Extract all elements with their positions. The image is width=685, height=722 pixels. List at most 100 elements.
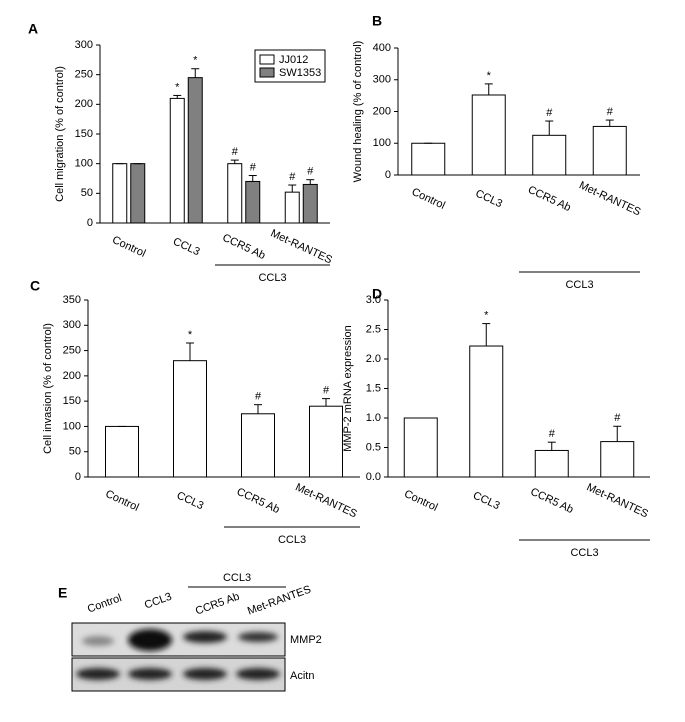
group-label: CCL3: [565, 279, 593, 291]
panel-letter: A: [28, 21, 38, 37]
bar: [471, 94, 506, 176]
y-tick-label: 0.0: [366, 471, 381, 483]
significance-mark: #: [607, 106, 614, 118]
panel-letter: D: [372, 286, 382, 302]
blot-bands: [76, 629, 280, 680]
x-tick-label: CCL3: [471, 490, 502, 513]
y-tick-label: 300: [75, 39, 93, 51]
y-axis-label: Wound healing (% of control): [352, 41, 364, 183]
x-tick-label: CCR5 Ab: [220, 232, 267, 262]
bar: [469, 345, 504, 478]
bar: [600, 441, 635, 478]
significance-mark: #: [307, 166, 314, 178]
group-label: CCL3: [258, 272, 286, 284]
bar: [592, 125, 627, 176]
legend-swatch: [259, 54, 275, 65]
x-tick-label: Met-RANTES: [293, 481, 358, 520]
y-axis-label: MMP-2 mRNA expression: [342, 325, 354, 452]
y-tick-label: 400: [373, 42, 391, 54]
y-tick-label: 2.5: [366, 323, 381, 335]
y-tick-label: 3.0: [366, 294, 381, 306]
bar: [227, 163, 243, 224]
y-tick-label: 200: [63, 370, 81, 382]
x-tick-label: Control: [410, 186, 447, 212]
x-tick-label: Control: [110, 234, 147, 260]
x-tick-label: Met-RANTES: [269, 227, 334, 266]
y-tick-label: 0: [75, 471, 81, 483]
group-label: CCL3: [278, 534, 306, 546]
significance-mark: #: [546, 107, 553, 119]
bar: [245, 180, 261, 224]
y-tick-label: 100: [63, 420, 81, 432]
bar: [173, 360, 207, 478]
y-tick-label: 150: [63, 395, 81, 407]
x-tick-label: Control: [103, 488, 140, 514]
significance-mark: #: [250, 161, 257, 173]
lane-label: CCR5 Ab: [194, 591, 241, 618]
bar: [532, 134, 567, 176]
x-tick-label: CCR5 Ab: [528, 486, 575, 516]
significance-mark: #: [289, 171, 296, 183]
group-label: CCL3: [570, 547, 598, 559]
significance-mark: *: [484, 310, 489, 322]
x-tick-label: CCR5 Ab: [526, 184, 573, 214]
bar: [169, 97, 185, 224]
significance-mark: #: [614, 412, 621, 424]
bar: [411, 142, 446, 176]
y-tick-label: 1.5: [366, 382, 381, 394]
bar: [302, 183, 318, 224]
y-tick-label: 1.0: [366, 412, 381, 424]
panel-letter: C: [30, 278, 40, 294]
y-tick-label: 50: [69, 446, 81, 458]
y-tick-label: 0.5: [366, 441, 381, 453]
significance-mark: #: [255, 391, 262, 403]
bar: [309, 405, 343, 478]
y-tick-label: 200: [373, 105, 391, 117]
legend-label: JJ012: [279, 54, 308, 66]
significance-mark: *: [193, 55, 198, 67]
panel-letter: B: [372, 13, 382, 29]
lane-label: Control: [86, 592, 123, 615]
y-tick-label: 100: [75, 158, 93, 170]
panel-letter: E: [58, 585, 67, 601]
legend-label: SW1353: [279, 67, 321, 79]
x-tick-label: CCL3: [474, 188, 505, 211]
y-tick-label: 0: [87, 217, 93, 229]
bar: [112, 163, 128, 224]
y-tick-label: 2.0: [366, 353, 381, 365]
band-label: Acitn: [290, 670, 314, 682]
significance-mark: #: [232, 146, 239, 158]
significance-mark: #: [549, 428, 556, 440]
x-tick-label: CCR5 Ab: [235, 486, 282, 516]
y-tick-label: 50: [81, 187, 93, 199]
y-tick-label: 350: [63, 294, 81, 306]
y-tick-label: 250: [75, 69, 93, 81]
lane-label: CCL3: [143, 591, 174, 612]
y-tick-label: 100: [373, 137, 391, 149]
bar: [534, 449, 569, 478]
y-axis-label: Cell invasion (% of control): [42, 323, 54, 454]
significance-mark: *: [487, 70, 492, 82]
bar: [130, 163, 146, 224]
x-tick-label: Control: [402, 488, 439, 514]
band-label: MMP2: [290, 634, 322, 646]
y-tick-label: 200: [75, 98, 93, 110]
significance-mark: #: [323, 385, 330, 397]
y-axis-label: Cell migration (% of control): [54, 66, 66, 202]
x-tick-label: CCL3: [175, 490, 206, 513]
bar: [105, 425, 139, 478]
lane-label: Met-RANTES: [246, 583, 313, 617]
significance-mark: *: [188, 329, 193, 341]
bar: [187, 77, 203, 224]
y-tick-label: 250: [63, 344, 81, 356]
bar: [241, 413, 275, 478]
bar: [284, 191, 300, 224]
y-tick-label: 0: [385, 169, 391, 181]
significance-mark: *: [175, 81, 180, 93]
bar: [403, 417, 438, 478]
legend-swatch: [259, 67, 275, 78]
x-tick-label: CCL3: [171, 236, 202, 259]
y-tick-label: 300: [373, 74, 391, 86]
x-tick-label: Met-RANTES: [585, 481, 650, 520]
